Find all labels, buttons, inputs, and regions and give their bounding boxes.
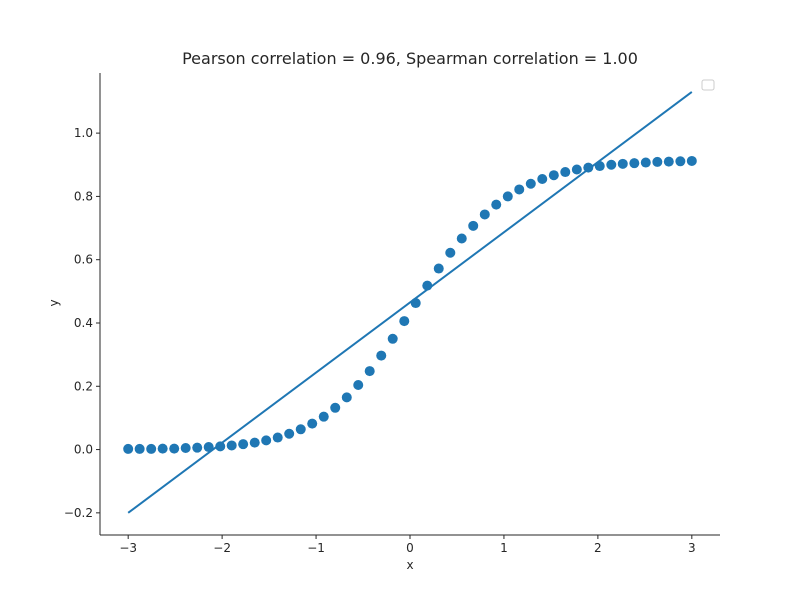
data-point — [238, 439, 249, 450]
data-point — [594, 161, 605, 172]
data-point — [525, 178, 536, 189]
data-point — [353, 380, 364, 391]
y-ticks: −0.2 0.0 0.2 0.4 0.6 0.8 1.0 — [64, 126, 100, 520]
data-point — [249, 437, 260, 448]
data-point — [376, 350, 387, 361]
data-point — [468, 220, 479, 231]
data-point — [422, 280, 433, 291]
x-tick-label: 1 — [500, 541, 508, 555]
data-point — [330, 402, 341, 413]
data-point — [364, 366, 375, 377]
data-point — [169, 443, 180, 454]
data-point — [341, 392, 352, 403]
x-tick-label: 2 — [594, 541, 602, 555]
data-point — [491, 199, 502, 210]
y-tick-label: 0.8 — [74, 189, 93, 203]
data-point — [617, 158, 628, 169]
y-tick-label: −0.2 — [64, 506, 93, 520]
x-ticks: −3 −2 −1 0 1 2 3 — [119, 535, 696, 555]
data-point — [157, 443, 168, 454]
data-point — [318, 411, 329, 422]
legend — [701, 79, 715, 91]
y-axis-label: y — [47, 299, 61, 306]
data-point — [146, 443, 157, 454]
data-point — [456, 233, 467, 244]
x-tick-label: 0 — [406, 541, 414, 555]
data-point — [307, 418, 318, 429]
data-point — [134, 443, 145, 454]
data-point — [295, 424, 306, 435]
data-point — [502, 191, 513, 202]
data-point — [606, 159, 617, 170]
data-point — [560, 167, 571, 178]
data-point — [215, 441, 226, 452]
data-point — [686, 155, 697, 166]
data-point — [180, 442, 191, 453]
data-point — [537, 174, 548, 185]
data-point — [583, 162, 594, 173]
data-point — [261, 435, 272, 446]
data-point — [652, 156, 663, 167]
data-point — [629, 158, 640, 169]
data-point — [399, 316, 410, 327]
y-tick-label: 1.0 — [74, 126, 93, 140]
y-tick-label: 0.6 — [74, 253, 93, 267]
x-tick-label: −3 — [119, 541, 137, 555]
data-point — [192, 442, 203, 453]
data-point — [445, 247, 456, 258]
data-point — [410, 298, 421, 309]
x-axis-label: x — [406, 558, 413, 572]
y-tick-label: 0.0 — [74, 443, 93, 457]
data-point — [203, 442, 214, 453]
data-point — [675, 156, 686, 167]
chart-title: Pearson correlation = 0.96, Spearman cor… — [182, 49, 638, 68]
data-point — [548, 170, 559, 181]
x-tick-label: −1 — [307, 541, 325, 555]
data-point — [514, 184, 525, 195]
data-point — [479, 209, 490, 220]
data-point — [387, 333, 398, 344]
x-tick-label: 3 — [688, 541, 696, 555]
data-point — [123, 443, 134, 454]
x-tick-label: −2 — [213, 541, 231, 555]
data-point — [433, 263, 444, 274]
data-point — [571, 164, 582, 175]
data-point — [640, 157, 651, 168]
y-tick-label: 0.4 — [74, 316, 93, 330]
data-point — [272, 432, 283, 443]
data-point — [663, 156, 674, 167]
data-point — [284, 428, 295, 439]
data-point — [226, 440, 237, 451]
plot-area — [123, 91, 697, 514]
y-tick-label: 0.2 — [74, 379, 93, 393]
